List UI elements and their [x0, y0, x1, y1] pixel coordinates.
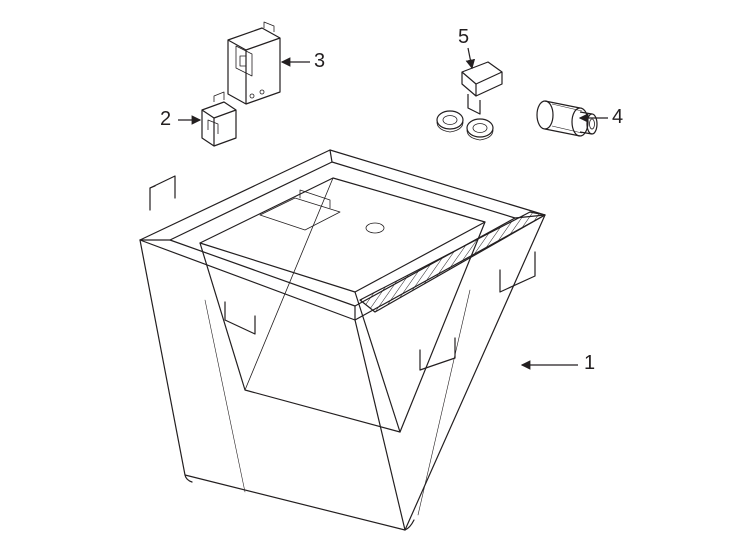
callout-leaders: [178, 48, 608, 365]
usb-module: [228, 22, 280, 104]
parts-diagram: [0, 0, 734, 540]
callout-label-2: 2: [160, 108, 171, 131]
callout-5-leader: [468, 48, 472, 68]
callout-label-5: 5: [458, 26, 469, 49]
small-connector: [202, 92, 236, 146]
callout-label-1: 1: [584, 352, 595, 375]
callout-label-4: 4: [612, 106, 623, 129]
callout-label-3: 3: [314, 50, 325, 73]
storage-bin: [140, 150, 545, 530]
bracket-clip: [437, 62, 502, 140]
